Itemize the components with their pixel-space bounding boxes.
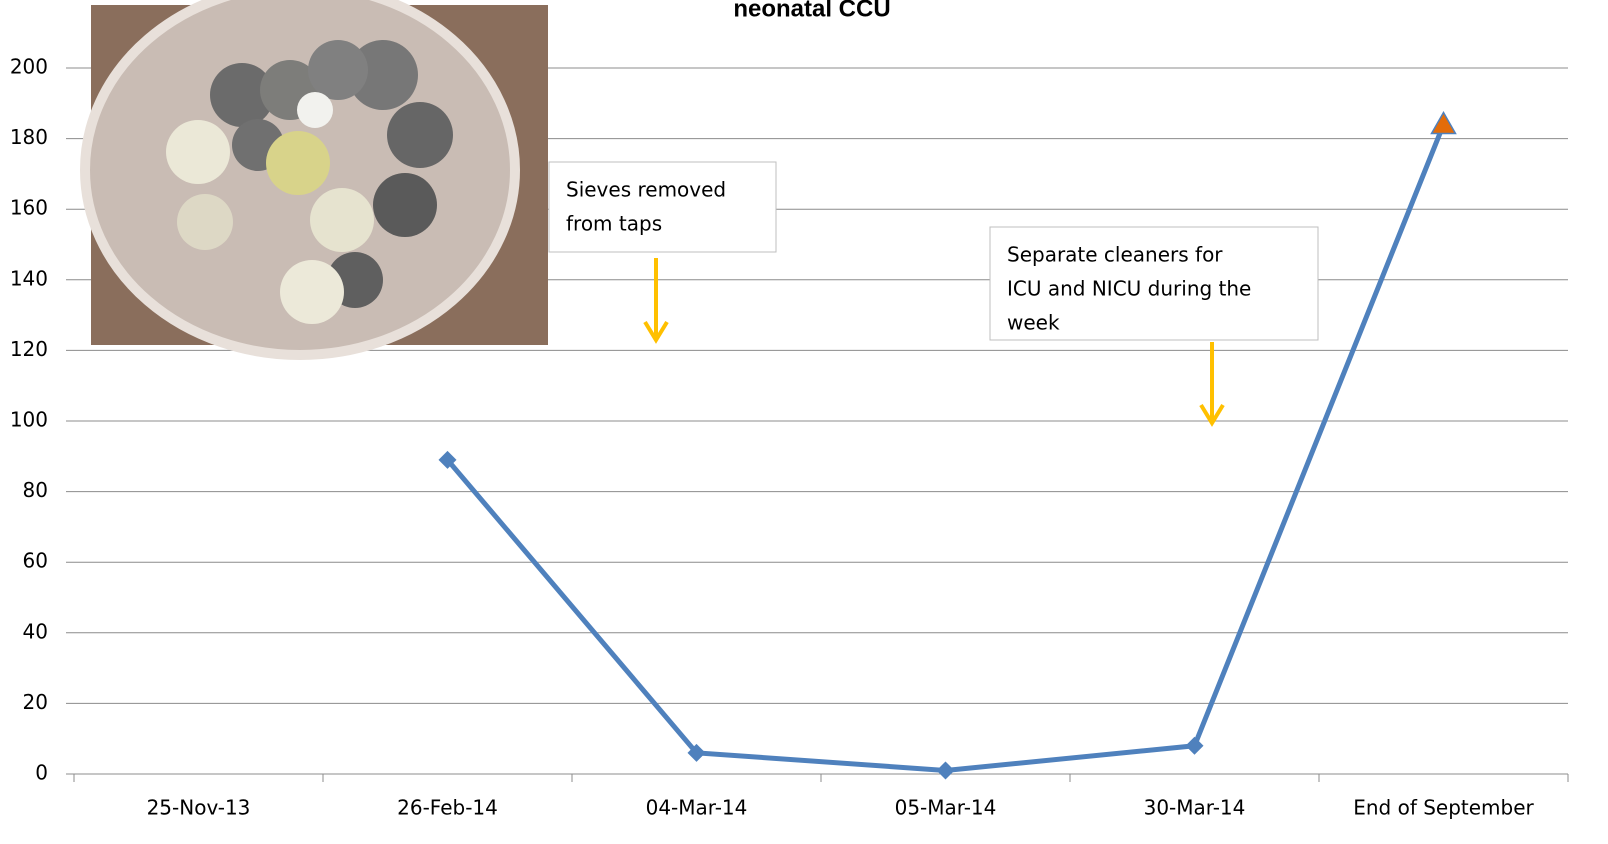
y-tick-label: 0 bbox=[35, 761, 48, 785]
photo-cap bbox=[310, 188, 374, 252]
y-tick-label: 180 bbox=[10, 125, 48, 149]
y-tick-label: 120 bbox=[10, 337, 48, 361]
page: {"chart_data": {"type": "line", "title":… bbox=[0, 0, 1608, 844]
photo-cap bbox=[166, 120, 230, 184]
x-tick-label: End of September bbox=[1353, 796, 1534, 820]
annotation-text: Separate cleaners for bbox=[1007, 243, 1223, 267]
y-tick-label: 40 bbox=[23, 619, 48, 643]
photo bbox=[85, 0, 548, 355]
x-tick-label: 05-Mar-14 bbox=[895, 796, 997, 820]
data-point bbox=[937, 761, 955, 779]
x-tick-label: 25-Nov-13 bbox=[147, 796, 251, 820]
photo-cap bbox=[297, 92, 333, 128]
photo-cap bbox=[266, 131, 330, 195]
chart-title: neonatal CCU bbox=[733, 0, 890, 22]
photo-cap bbox=[280, 260, 344, 324]
x-tick-label: 04-Mar-14 bbox=[646, 796, 748, 820]
y-tick-label: 200 bbox=[10, 55, 48, 79]
data-point bbox=[1432, 112, 1456, 133]
photo-sieve bbox=[387, 102, 453, 168]
photo-sieve bbox=[308, 40, 368, 100]
chart: neonatal CCU 0 20 40 60 80 100 120 140 160 180 200… bbox=[0, 0, 1608, 844]
annotation-text: Sieves removed bbox=[566, 178, 726, 202]
x-tick-label: 30-Mar-14 bbox=[1144, 796, 1246, 820]
y-tick-label: 100 bbox=[10, 408, 48, 432]
annotation-text: week bbox=[1007, 311, 1060, 335]
photo-cap bbox=[177, 194, 233, 250]
y-tick-label: 60 bbox=[23, 549, 48, 573]
y-tick-label: 140 bbox=[10, 266, 48, 290]
annotation-text: ICU and NICU during the bbox=[1007, 277, 1251, 301]
photo-sieve bbox=[373, 173, 437, 237]
annotation-box bbox=[549, 162, 776, 252]
y-tick-label: 160 bbox=[10, 196, 48, 220]
y-tick-label: 20 bbox=[23, 690, 48, 714]
x-tick-label: 26-Feb-14 bbox=[397, 796, 498, 820]
data-point bbox=[1186, 737, 1204, 755]
y-tick-label: 80 bbox=[23, 478, 48, 502]
annotation-text: from taps bbox=[566, 212, 662, 236]
